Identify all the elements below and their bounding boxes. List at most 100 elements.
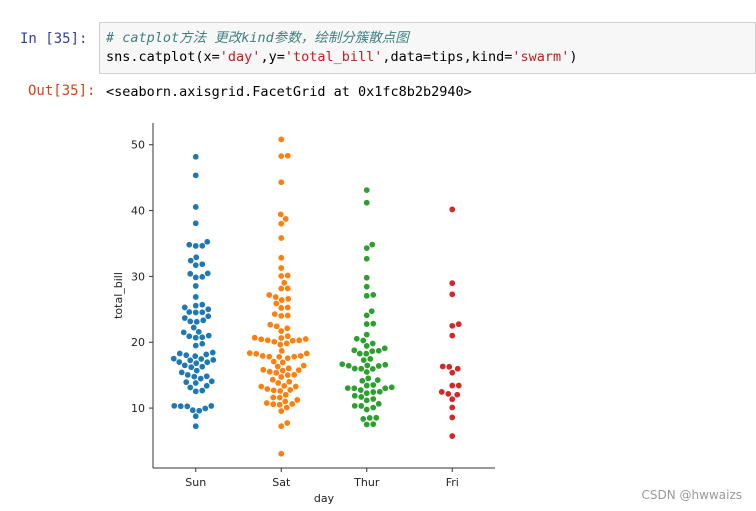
swarm-point	[369, 388, 377, 396]
x-tick-label: Fri	[446, 476, 459, 489]
swarm-point	[265, 291, 273, 299]
swarm-point	[448, 432, 456, 440]
swarm-point	[369, 420, 377, 428]
swarm-point	[297, 352, 305, 360]
swarm-point	[277, 272, 285, 280]
swarm-point	[439, 362, 447, 370]
swarm-point	[372, 414, 380, 422]
swarm-point	[259, 366, 267, 374]
swarm-point	[275, 353, 283, 361]
swarm-point	[448, 332, 456, 340]
swarm-point	[209, 356, 217, 364]
swarm-point	[363, 396, 371, 404]
swarm-point	[363, 420, 371, 428]
swarm-point	[283, 404, 291, 412]
swarm-point	[277, 450, 285, 458]
swarm-point	[208, 377, 216, 385]
swarm-point	[350, 384, 358, 392]
swarm-point	[277, 422, 285, 430]
swarm-point	[375, 362, 383, 370]
code-token: sns.catplot(x=	[106, 49, 220, 65]
swarm-point	[202, 350, 210, 358]
swarm-point	[270, 386, 278, 394]
x-tick-label: Sat	[272, 476, 291, 489]
swarm-point	[448, 403, 456, 411]
code-token: 'day'	[219, 49, 261, 65]
swarm-point	[192, 387, 200, 395]
swarm-point	[366, 414, 374, 422]
swarm-point	[265, 353, 273, 361]
swarm-point	[283, 419, 291, 427]
swarm-point	[198, 273, 206, 281]
swarm-point	[448, 369, 456, 377]
swarm-point	[181, 314, 189, 322]
code-token: ,data=tips,kind=	[382, 49, 513, 65]
swarm-point	[277, 210, 285, 218]
swarm-point	[203, 238, 211, 246]
swarm-point	[277, 178, 285, 186]
swarm-point	[279, 367, 287, 375]
swarm-point	[192, 282, 200, 290]
swarm-point	[259, 352, 267, 360]
swarm-point	[205, 332, 213, 340]
y-tick-label: 10	[131, 402, 145, 415]
swarm-point	[277, 220, 285, 228]
swarm-point	[186, 270, 194, 278]
y-tick-label: 30	[131, 270, 145, 283]
swarm-point	[345, 362, 353, 370]
swarm-point	[186, 317, 194, 325]
swarm-point	[251, 334, 259, 342]
swarm-point	[368, 241, 376, 249]
swarm-point	[192, 412, 200, 420]
swarm-point	[338, 360, 346, 368]
swarm-point	[284, 295, 292, 303]
out-prompt: Out[35]:	[28, 83, 96, 99]
swarm-point	[381, 344, 389, 352]
code-cell[interactable]: # catplot方法 更改kind参数，绘制分簇散点图 sns.catplot…	[99, 22, 756, 74]
swarm-point	[272, 293, 280, 301]
swarm-point	[280, 279, 288, 287]
swarm-point	[369, 404, 377, 412]
swarm-point	[183, 402, 191, 410]
swarm-point	[192, 219, 200, 227]
swarm-point	[303, 350, 311, 358]
swarm-point	[363, 320, 371, 328]
y-tick-label: 50	[131, 139, 145, 152]
swarm-point	[192, 203, 200, 211]
swarm-point	[181, 361, 189, 369]
swarm-point	[438, 388, 446, 396]
swarm-point	[192, 261, 200, 269]
swarm-point	[357, 393, 365, 401]
swarm-point	[290, 353, 298, 361]
swarm-point	[344, 384, 352, 392]
in-prompt: In [35]:	[20, 31, 88, 47]
swarm-point	[363, 292, 371, 300]
swarm-point	[375, 347, 383, 355]
swarm-point	[363, 255, 371, 263]
code-line: sns.catplot(x='day',y='total_bill',data=…	[106, 48, 749, 67]
swarm-point	[359, 336, 367, 344]
swarm-point	[198, 308, 206, 316]
swarm-point	[369, 381, 377, 389]
swarm-point	[263, 399, 271, 407]
swarm-point	[455, 382, 463, 390]
swarm-point	[289, 337, 297, 345]
swarm-point	[182, 351, 190, 359]
swarm-point	[190, 373, 198, 381]
swarm-point	[199, 316, 207, 324]
swarm-point	[198, 333, 206, 341]
swarm-point	[353, 335, 361, 343]
swarm-point	[257, 335, 265, 343]
swarm-point	[351, 392, 359, 400]
swarm-point	[177, 402, 185, 410]
swarm-point	[192, 359, 200, 367]
swarm-point	[358, 377, 366, 385]
output-text: <seaborn.axisgrid.FacetGrid at 0x1fc8b2b…	[106, 84, 472, 100]
swarm-point	[184, 371, 192, 379]
swarm-point	[279, 358, 287, 366]
swarm-point	[192, 422, 200, 430]
swarm-point	[263, 385, 271, 393]
swarm-point	[351, 402, 359, 410]
swarm-point	[182, 378, 190, 386]
swarm-point	[363, 361, 371, 369]
